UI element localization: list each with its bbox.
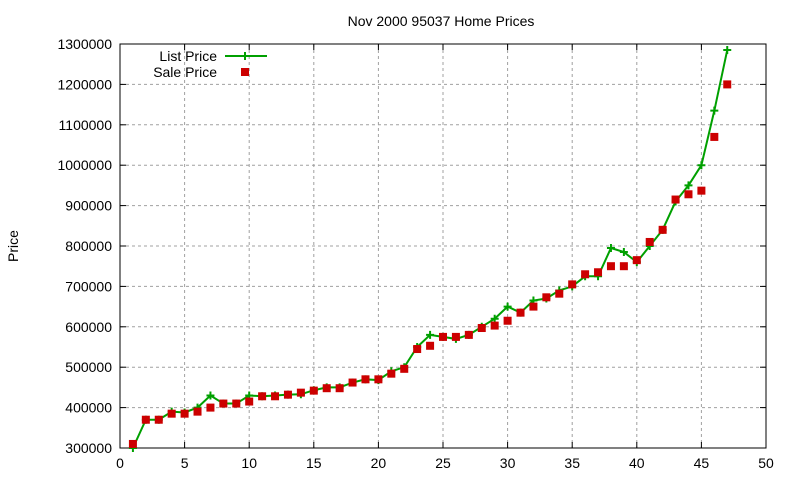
sale-price-point (684, 190, 693, 199)
sale-price-point (309, 386, 318, 395)
series (128, 46, 732, 452)
y-axis-label: Price (5, 230, 21, 262)
sale-price-point (193, 407, 202, 416)
sale-price-point (439, 332, 447, 341)
sale-price-point (387, 369, 396, 378)
list-price-point (710, 106, 719, 115)
sale-price-point (141, 415, 150, 424)
legend-marker-list-price (241, 52, 249, 60)
sale-price-point (426, 341, 435, 350)
sale-price-point (283, 390, 292, 399)
sale-price-point (594, 268, 603, 277)
x-tick-label: 10 (241, 455, 257, 471)
sale-price-point (516, 308, 525, 317)
sale-price-point (658, 225, 667, 234)
sale-price-point (400, 364, 409, 373)
sale-price-point (451, 332, 460, 341)
legend-label-list-price: List Price (159, 48, 217, 64)
sale-price-point (128, 439, 137, 448)
sale-price-point (154, 415, 163, 424)
y-tick-label: 400000 (65, 400, 112, 416)
sale-price-point (723, 80, 732, 89)
chart-title: Nov 2000 95037 Home Prices (348, 13, 535, 29)
sale-price-point (477, 324, 486, 333)
x-tick-label: 30 (500, 455, 516, 471)
sale-price-point (542, 293, 551, 302)
y-tick-label: 1000000 (57, 157, 112, 173)
y-tick-label: 600000 (65, 319, 112, 335)
y-tick-label: 300000 (65, 440, 112, 456)
sale-price-point (568, 280, 577, 289)
list-price-point (723, 46, 732, 55)
legend-marker-sale-price (241, 68, 249, 76)
y-tick-label: 1100000 (59, 117, 113, 133)
sale-price-point (167, 409, 176, 418)
sale-price-point (361, 375, 370, 384)
sale-price-point (374, 375, 383, 384)
sale-price-point (322, 384, 331, 393)
y-tick-label: 1300000 (57, 36, 112, 52)
sale-price-point (619, 262, 628, 271)
sale-price-point (529, 302, 538, 311)
sale-price-point (296, 388, 305, 397)
sale-price-point (206, 403, 215, 412)
sale-price-point (258, 392, 267, 401)
list-price-line (132, 49, 729, 449)
x-tick-label: 5 (181, 455, 189, 471)
y-tick-label: 500000 (65, 359, 112, 375)
sale-price-point (271, 392, 280, 401)
sale-price-point (632, 256, 641, 265)
list-price-point (606, 244, 615, 253)
y-tick-label: 900000 (65, 198, 112, 214)
legend: List Price Sale Price (153, 48, 267, 80)
list-price-point (684, 181, 693, 190)
sale-price-point (555, 289, 564, 298)
x-tick-label: 35 (564, 455, 580, 471)
x-tick-label: 50 (758, 455, 774, 471)
y-tick-label: 800000 (65, 238, 112, 254)
list-price-point (490, 314, 499, 323)
sale-price-point (606, 262, 615, 271)
sale-price-point (219, 399, 228, 408)
list-price-point (426, 330, 435, 339)
list-price-point (206, 391, 215, 400)
x-tick-label: 25 (435, 455, 451, 471)
legend-label-sale-price: Sale Price (153, 64, 217, 80)
list-price-point (503, 302, 512, 311)
sale-price-point (671, 195, 680, 204)
sale-price-point (348, 378, 357, 387)
sale-price-point (232, 399, 241, 408)
y-tick-label: 700000 (65, 278, 112, 294)
x-tick-label: 15 (306, 455, 322, 471)
sale-price-point (503, 316, 512, 325)
sale-price-point (645, 237, 654, 246)
list-price-point (619, 248, 628, 257)
x-tick-label: 40 (629, 455, 645, 471)
sale-price-point (335, 384, 344, 393)
y-tick-label: 1200000 (57, 76, 112, 92)
x-tick-label: 45 (694, 455, 710, 471)
sale-price-point (490, 321, 499, 330)
grid (120, 44, 766, 448)
sale-price-point (581, 270, 590, 279)
ticks: 0 5 10 15 20 25 30 35 40 45 50 300000 400000 500000 60… (57, 36, 774, 471)
list-price-point (697, 161, 706, 170)
sale-price-point (180, 409, 189, 418)
sale-price-point (464, 330, 473, 339)
x-tick-label: 20 (371, 455, 387, 471)
x-tick-label: 0 (116, 455, 124, 471)
sale-price-point (697, 186, 706, 195)
sale-price-point (710, 132, 719, 141)
sale-price-point (245, 397, 254, 406)
sale-price-point (413, 345, 422, 354)
